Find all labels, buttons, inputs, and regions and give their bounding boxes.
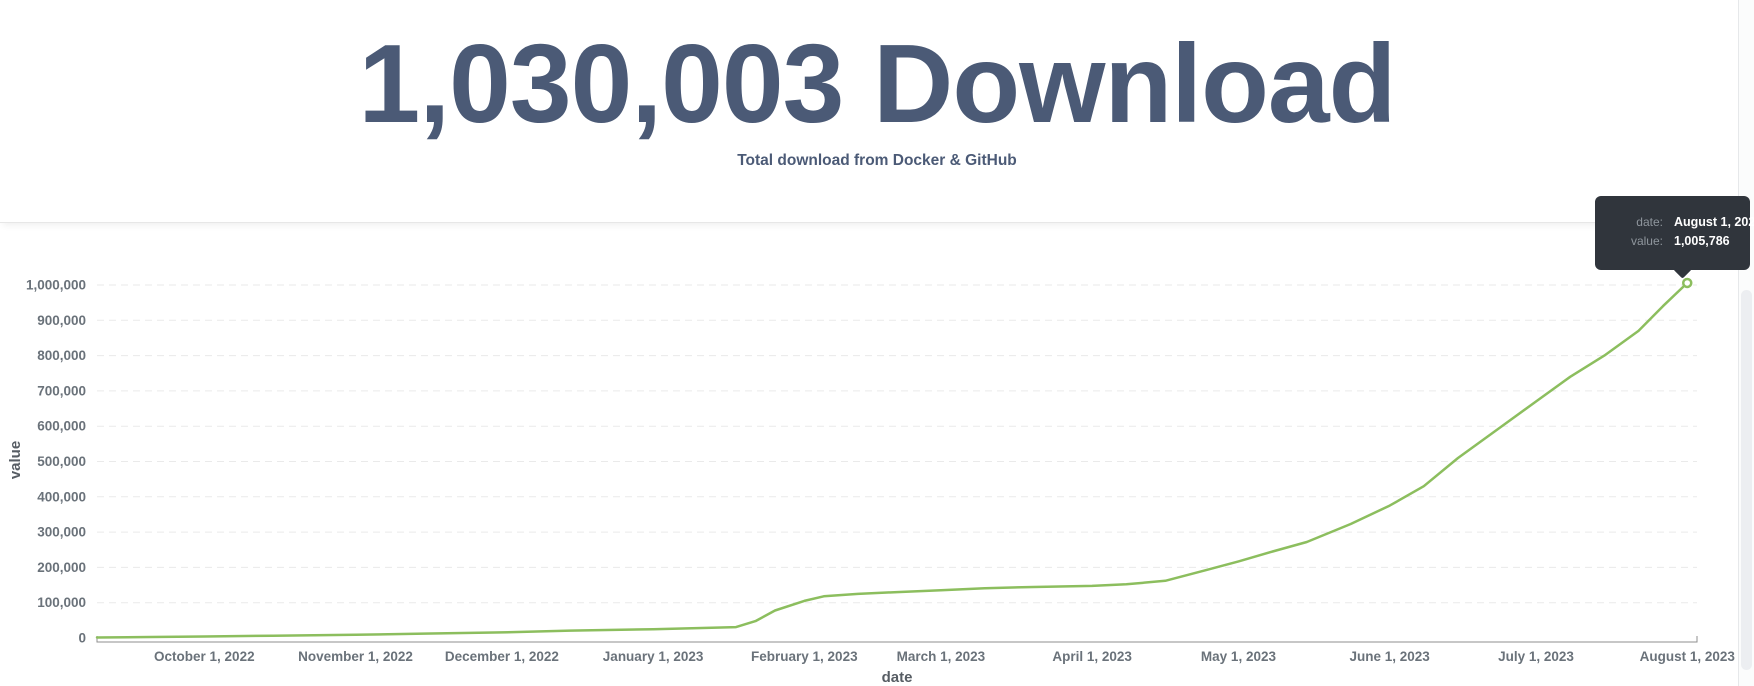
- x-axis-tick-label: January 1, 2023: [603, 649, 704, 664]
- page-title: 1,030,003 Download: [358, 22, 1397, 146]
- y-axis-tick-label: 700,000: [37, 383, 86, 398]
- tooltip-value-row: value: 1,005,786: [1605, 232, 1738, 251]
- y-axis-tick-label: 200,000: [37, 560, 86, 575]
- page-subtitle: Total download from Docker & GitHub: [737, 152, 1017, 170]
- header: 1,030,003 Download Total download from D…: [0, 0, 1754, 223]
- x-axis-tick-label: October 1, 2022: [154, 649, 255, 664]
- y-axis-tick-label: 0: [78, 631, 86, 646]
- y-axis-tick-label: 800,000: [37, 348, 86, 363]
- y-axis-tick-label: 500,000: [37, 454, 86, 469]
- y-axis-tick-label: 1,000,000: [26, 278, 86, 293]
- x-axis-tick-label: July 1, 2023: [1498, 649, 1574, 664]
- chart-section: 0 100,000 200,000 300,000 400,000 500,000 600,…: [0, 223, 1754, 686]
- x-axis-tick-label: November 1, 2022: [298, 649, 413, 664]
- line-chart[interactable]: 0 100,000 200,000 300,000 400,000 500,000 600,…: [0, 223, 1754, 686]
- y-axis-tick-label: 300,000: [37, 525, 86, 540]
- tooltip-date-value: August 1, 2023: [1674, 215, 1754, 229]
- y-axis-title: value: [7, 441, 24, 479]
- downloads-line-series[interactable]: [95, 281, 1689, 639]
- x-axis-tick-label: December 1, 2022: [445, 649, 559, 664]
- tooltip-value-label: value:: [1630, 234, 1663, 248]
- y-axis-tick-label: 900,000: [37, 313, 86, 328]
- tooltip-value-value: 1,005,786: [1674, 234, 1730, 248]
- vertical-scrollbar-track[interactable]: [1738, 0, 1754, 686]
- y-axis-tick-label: 600,000: [37, 419, 86, 434]
- tooltip-date-row: date: August 1, 2023: [1605, 213, 1754, 232]
- x-axis-tick-label: August 1, 2023: [1640, 649, 1736, 664]
- x-axis-tick-label: June 1, 2023: [1350, 649, 1431, 664]
- x-axis-title: date: [882, 669, 913, 686]
- tooltip: date: August 1, 2023 value: 1,005,786: [1595, 196, 1754, 279]
- x-axis-tick-label: March 1, 2023: [897, 649, 986, 664]
- x-axis-tick-label: April 1, 2023: [1052, 649, 1132, 664]
- y-axis-tick-label: 400,000: [37, 489, 86, 504]
- x-axis-tick-label: February 1, 2023: [751, 649, 858, 664]
- y-axis-tick-label: 100,000: [37, 595, 86, 610]
- x-axis-tick-label: May 1, 2023: [1201, 649, 1277, 664]
- tooltip-date-label: date:: [1636, 215, 1663, 229]
- hovered-data-point-marker[interactable]: [1681, 277, 1693, 289]
- vertical-scrollbar-thumb[interactable]: [1741, 290, 1752, 670]
- x-axis-line: [96, 636, 1698, 643]
